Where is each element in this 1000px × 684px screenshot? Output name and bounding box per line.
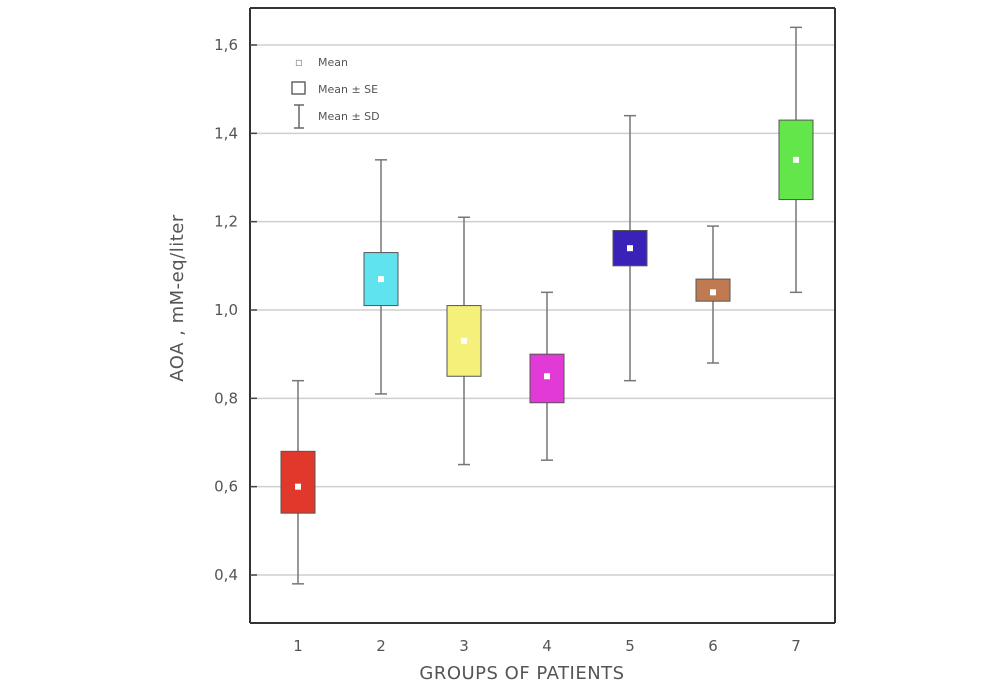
x-tick-label: 2 xyxy=(376,637,386,655)
mean-marker xyxy=(461,337,467,344)
x-tick-label: 7 xyxy=(791,637,801,655)
box-group-5 xyxy=(612,114,648,382)
x-tick-labels: 1 2 3 4 5 6 7 xyxy=(293,637,801,655)
box-group-2 xyxy=(363,159,399,395)
se-box xyxy=(778,119,814,201)
mean-marker xyxy=(378,276,384,283)
grid-lines xyxy=(250,44,835,576)
box-group-6 xyxy=(695,225,731,364)
y-tick-label: 1,2 xyxy=(214,213,238,231)
y-tick-label: 0,4 xyxy=(214,566,238,584)
mean-marker xyxy=(793,156,799,163)
x-tick-label: 6 xyxy=(708,637,718,655)
legend-se-marker xyxy=(291,81,306,95)
x-tick-label: 4 xyxy=(542,637,552,655)
y-tick-label: 1,6 xyxy=(214,36,238,54)
legend-sd-label: Mean ± SD xyxy=(318,110,380,123)
x-tick-label: 5 xyxy=(625,637,635,655)
mean-marker xyxy=(544,373,550,380)
plot-frame xyxy=(249,7,836,624)
mean-marker xyxy=(710,289,716,296)
y-tick-label: 0,8 xyxy=(214,389,238,407)
legend-se-label: Mean ± SE xyxy=(318,83,378,96)
legend-sd-marker xyxy=(294,104,304,129)
x-axis-title: GROUPS OF PATIENTS xyxy=(419,663,624,684)
mean-marker xyxy=(295,483,301,490)
box-group-7 xyxy=(778,26,814,294)
se-box xyxy=(280,450,316,514)
y-tick-label: 0,6 xyxy=(214,478,238,496)
x-tick-label: 3 xyxy=(459,637,469,655)
legend: ▫ Mean Mean ± SE Mean ± SD xyxy=(291,55,380,129)
box-group-4 xyxy=(529,291,565,461)
y-tick-label: 1,0 xyxy=(214,301,238,319)
box-series xyxy=(280,26,814,585)
legend-mean-label: Mean xyxy=(318,56,348,69)
y-axis-title: AOA , mM-eq/liter xyxy=(167,214,188,382)
box-group-3 xyxy=(446,216,482,466)
y-tick-labels: 0,4 0,6 0,8 1,0 1,2 1,4 1,6 xyxy=(214,36,257,584)
legend-mean-marker: ▫ xyxy=(295,55,303,69)
x-tick-label: 1 xyxy=(293,637,303,655)
mean-marker xyxy=(627,245,633,252)
y-tick-label: 1,4 xyxy=(214,124,238,142)
box-group-1 xyxy=(280,379,316,585)
